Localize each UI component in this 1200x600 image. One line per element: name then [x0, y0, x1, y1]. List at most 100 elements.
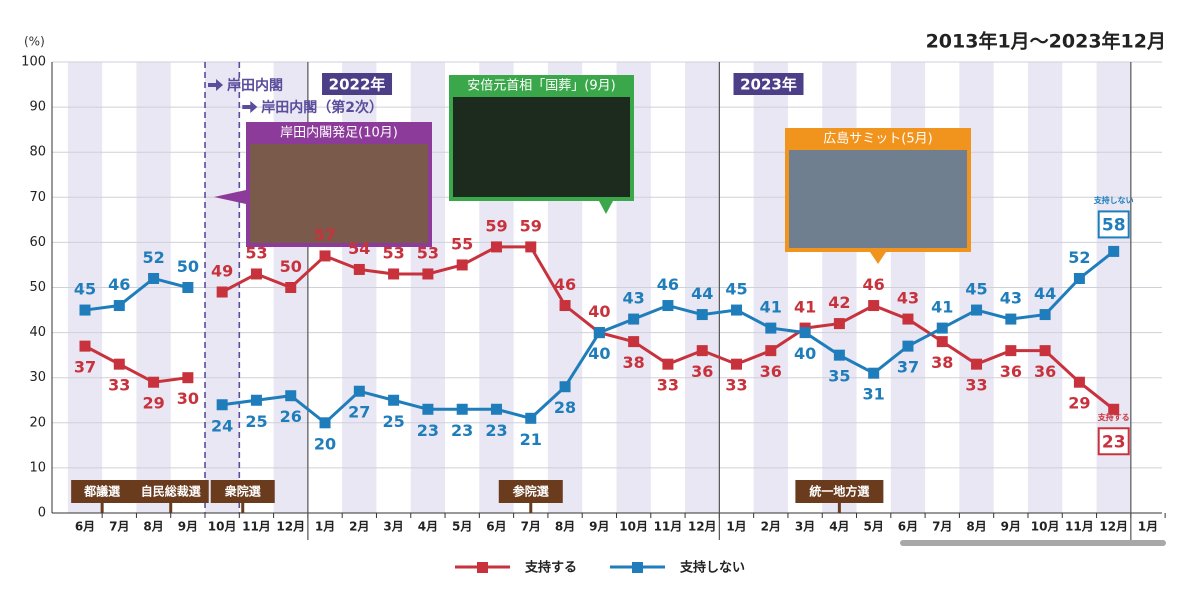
marker: [148, 376, 160, 388]
value-label: 44: [1034, 284, 1056, 303]
value-label: 25: [382, 412, 404, 431]
value-label: 20: [314, 434, 336, 453]
value-label: 45: [74, 280, 96, 299]
marker: [1073, 272, 1085, 284]
x-tick-label: 6月: [75, 520, 95, 534]
photo-caption: 岸田内閣発足(10月): [280, 125, 398, 141]
photo: [789, 150, 967, 248]
x-tick-label: 7月: [521, 520, 541, 534]
event-label: 参院選: [513, 484, 549, 499]
value-label: 21: [520, 430, 542, 449]
x-tick-label: 12月: [1099, 520, 1128, 534]
year-label: 2023年: [740, 76, 797, 94]
photo-caption: 広島サミット(5月): [823, 132, 932, 147]
x-tick-label: 7月: [932, 520, 952, 534]
marker: [388, 394, 400, 406]
value-label: 35: [828, 367, 850, 386]
value-label: 36: [691, 362, 713, 381]
marker: [559, 381, 571, 393]
value-label: 57: [314, 225, 336, 244]
marker: [971, 304, 983, 316]
marker: [388, 268, 400, 280]
x-tick-label: 9月: [1001, 520, 1021, 534]
value-label: 44: [691, 284, 713, 303]
marker: [525, 412, 537, 424]
marker: [525, 241, 537, 253]
event-box: [498, 480, 563, 503]
marker: [113, 300, 125, 312]
value-label: 27: [348, 403, 370, 422]
marker: [696, 309, 708, 321]
value-label: 46: [108, 275, 130, 294]
arrow-icon: [208, 79, 224, 91]
photo: [453, 97, 630, 197]
event-box: [210, 480, 275, 503]
marker: [148, 272, 160, 284]
marker: [833, 349, 845, 361]
marker: [319, 417, 331, 429]
y-tick-label: 100: [21, 55, 46, 70]
marker: [662, 358, 674, 370]
year-label-box: [733, 73, 804, 95]
event-label: 自民総裁選: [141, 484, 201, 499]
x-tick-label: 10月: [208, 520, 237, 534]
value-label: 33: [965, 376, 987, 395]
value-label: 24: [211, 416, 233, 435]
value-label: 33: [108, 376, 130, 395]
x-tick-label: 10月: [619, 520, 648, 534]
marker: [319, 250, 331, 262]
marker: [1073, 376, 1085, 388]
marker: [285, 390, 297, 402]
end-series-name: 支持する: [1097, 412, 1130, 422]
value-label: 46: [554, 275, 576, 294]
marker: [1039, 309, 1051, 321]
marker: [696, 345, 708, 357]
end-label-box: [1097, 427, 1130, 456]
value-label: 26: [280, 407, 302, 426]
marker: [765, 345, 777, 357]
value-label: 33: [657, 376, 679, 395]
event-label: 統一地方選: [809, 484, 869, 499]
marker: [182, 372, 194, 384]
marker: [113, 358, 125, 370]
marker: [902, 340, 914, 352]
value-label: 43: [1000, 289, 1022, 308]
marker: [250, 394, 262, 406]
marker: [250, 268, 262, 280]
event-label: 都議選: [83, 484, 120, 499]
x-tick-label: 9月: [178, 520, 198, 534]
x-tick-label: 12月: [688, 520, 717, 534]
series-line: [84, 344, 189, 384]
marker: [936, 336, 948, 348]
marker: [559, 300, 571, 312]
chart-title: 2013年1月～2023年12月: [926, 30, 1166, 53]
marker: [936, 322, 948, 334]
marks: [79, 241, 1120, 429]
marker: [353, 385, 365, 397]
x-tick-label: 2月: [761, 520, 781, 534]
photo-pointer: [214, 190, 246, 204]
value-label: 33: [725, 376, 747, 395]
value-label: 45: [725, 280, 747, 299]
marker: [216, 286, 228, 298]
value-label: 29: [142, 394, 164, 413]
value-label: 31: [863, 385, 885, 404]
end-series-name: 支持しない: [1093, 195, 1134, 205]
value-label: 37: [897, 358, 919, 377]
marker: [1005, 345, 1017, 357]
scrollbar[interactable]: [900, 540, 1166, 546]
year-label: 2022年: [329, 76, 386, 94]
photo-caption: 安倍元首相「国葬」(9月): [467, 79, 615, 94]
value-label: 46: [863, 275, 885, 294]
value-label: 23: [451, 421, 473, 440]
marker: [79, 340, 91, 352]
legend-label: 支持しない: [679, 560, 745, 576]
value-label: 45: [965, 280, 987, 299]
marker: [182, 282, 194, 293]
year-label-box: [322, 73, 393, 95]
marker: [902, 313, 914, 325]
y-tick-label: 60: [29, 235, 46, 250]
x-tick-label: 10月: [1031, 520, 1060, 534]
value-label: 23: [417, 421, 439, 440]
